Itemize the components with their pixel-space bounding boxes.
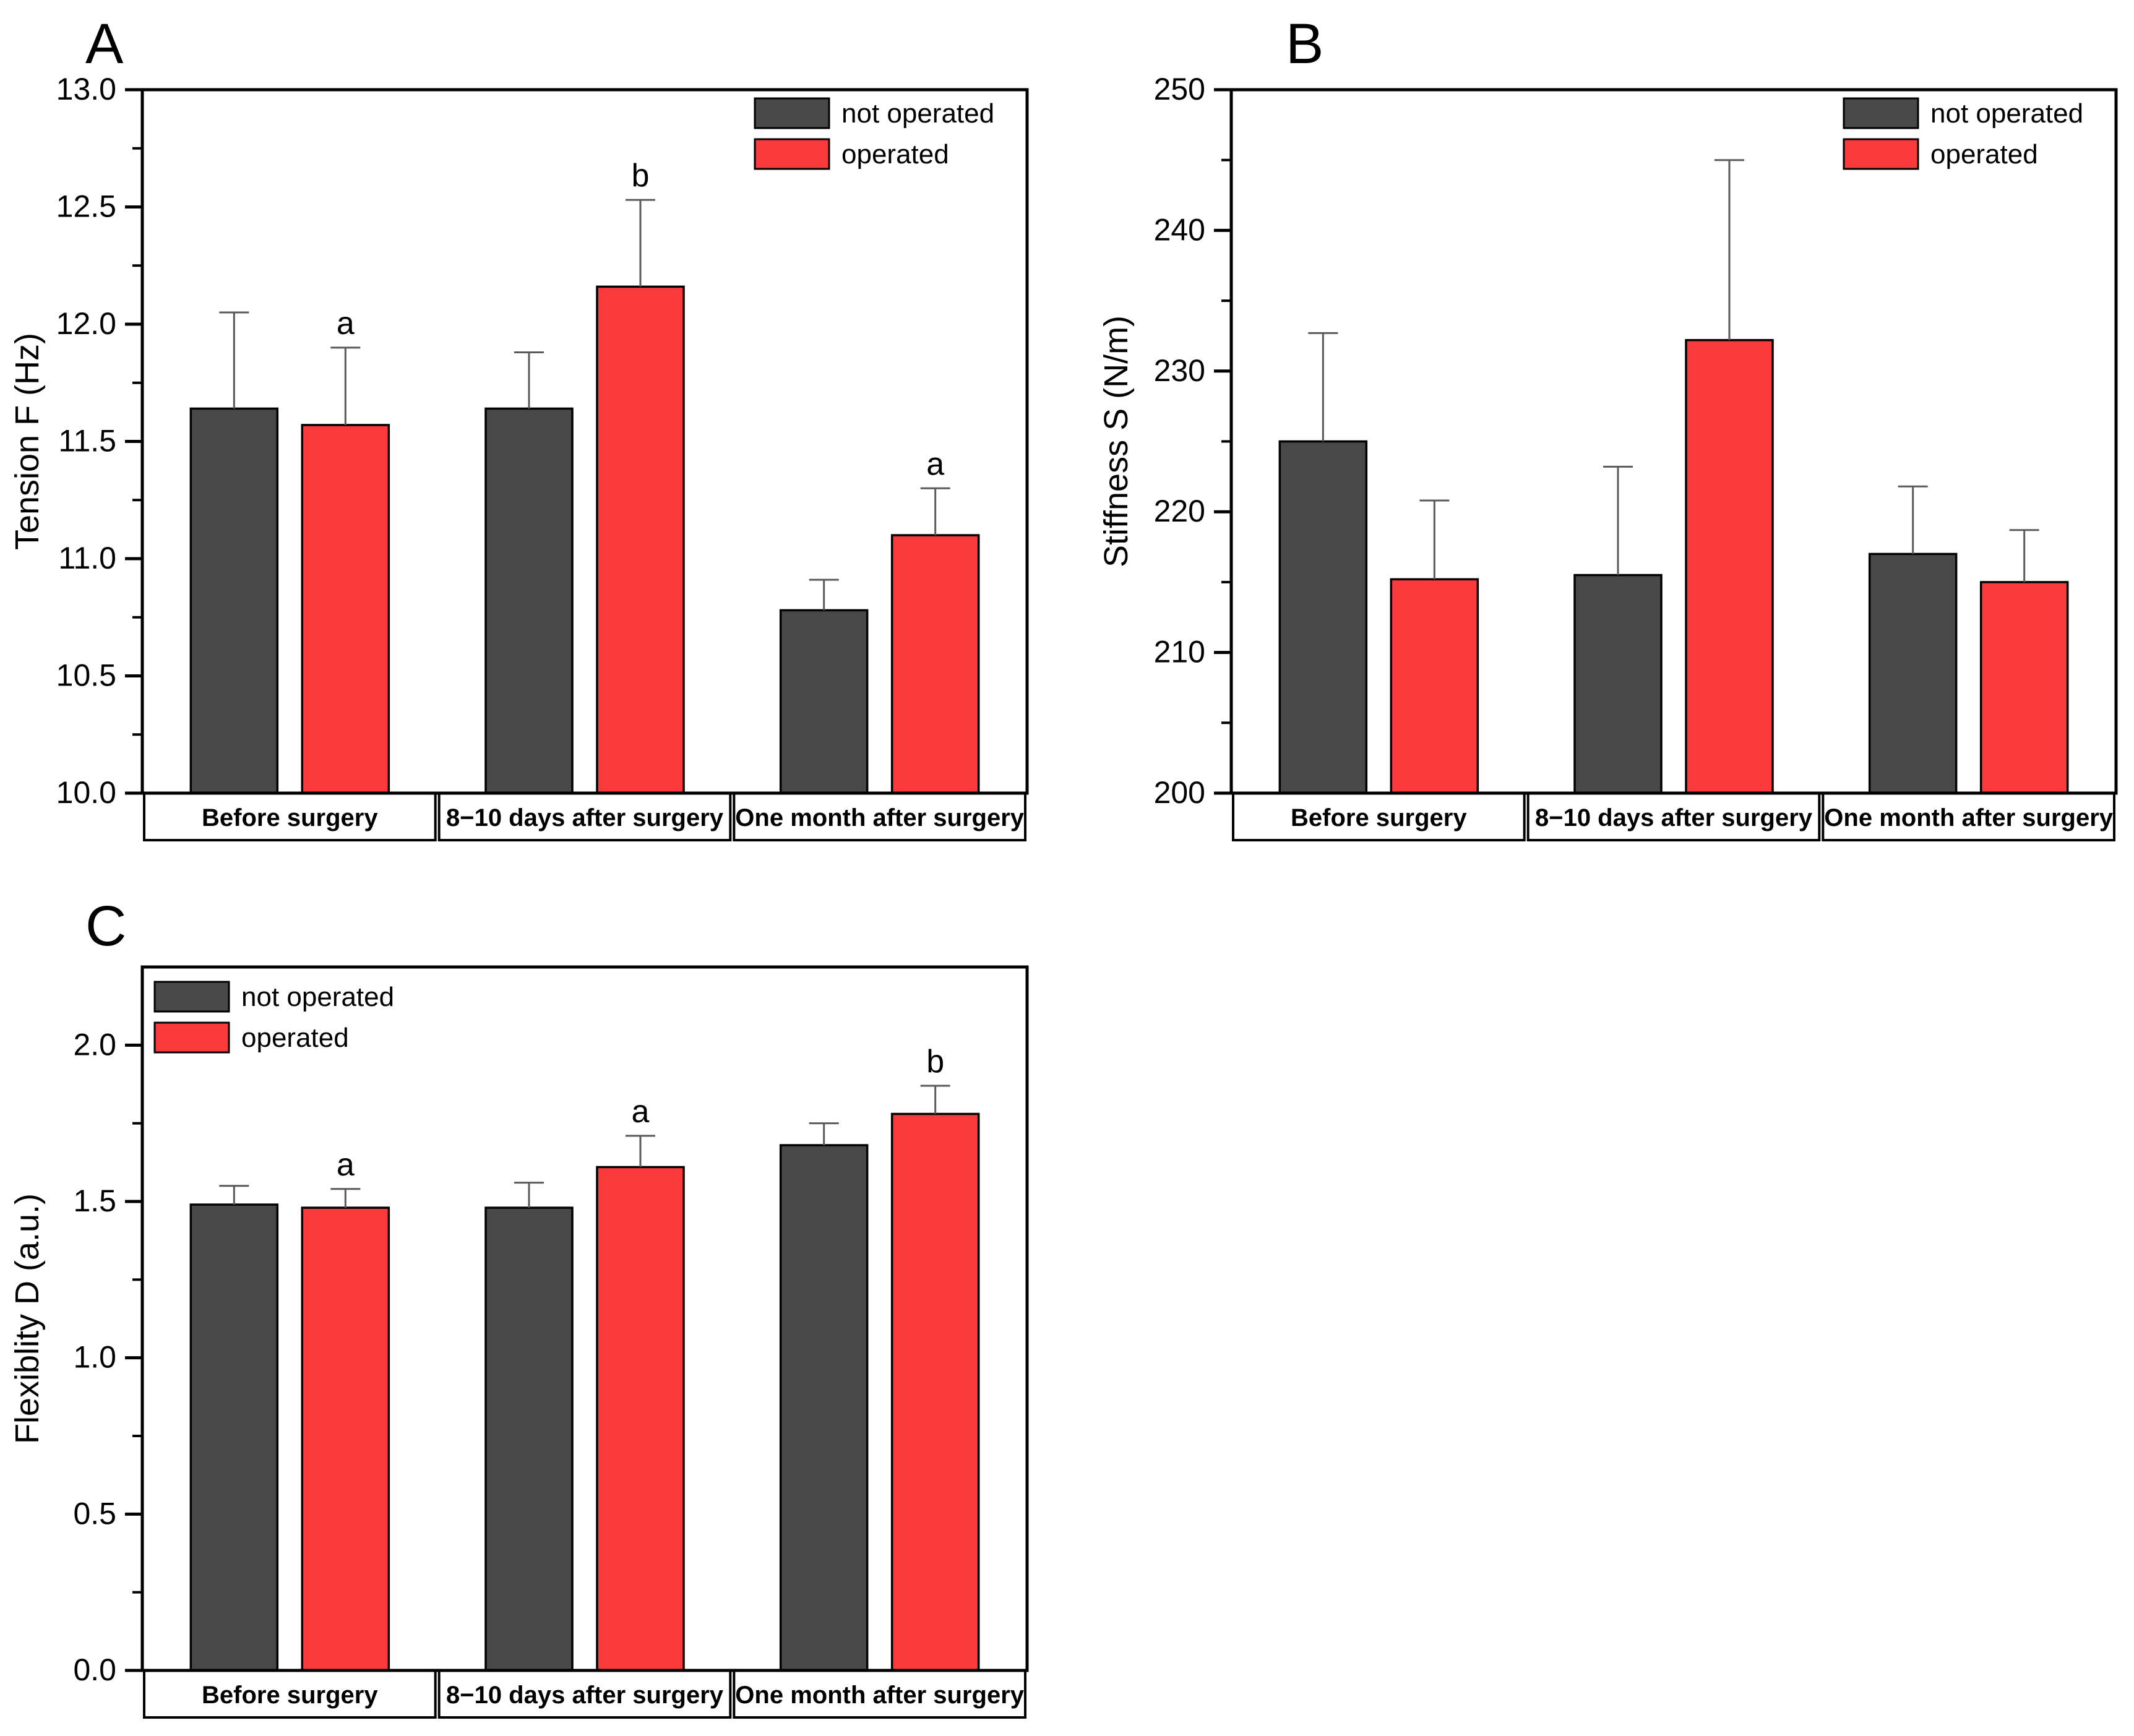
y-axis-tick-label: 0.0 <box>73 1652 116 1687</box>
y-axis-tick-label: 1.0 <box>73 1340 116 1375</box>
bar-not-operated <box>1573 574 1663 794</box>
legend-swatch-not-operated <box>1843 97 1919 129</box>
category-label: Before surgery <box>202 1682 378 1709</box>
category-label: Before surgery <box>1291 804 1467 831</box>
y-axis-tick-label: 10.5 <box>56 658 116 693</box>
bar-operated <box>890 1112 980 1672</box>
bar-operated <box>1979 581 2069 794</box>
bar-operated <box>596 1166 685 1672</box>
category-label: One month after surgery <box>735 804 1025 831</box>
y-axis-tick-label: 13.0 <box>56 72 116 106</box>
plot-frame <box>140 965 1029 1672</box>
y-axis-tick-label: 2.0 <box>73 1027 116 1062</box>
significance-letter: a <box>337 1147 355 1183</box>
category-label: 8−10 days after surgery <box>446 804 724 831</box>
bar-not-operated <box>189 407 279 794</box>
legend-label: not operated <box>241 982 394 1012</box>
y-axis-tick-label: 10.0 <box>56 775 116 810</box>
category-label: One month after surgery <box>735 1682 1025 1709</box>
significance-letter: a <box>632 1094 650 1130</box>
category-label: 8−10 days after surgery <box>1535 804 1813 831</box>
category-cell <box>437 792 732 841</box>
legend-label: operated <box>841 139 949 170</box>
category-cell <box>437 1669 732 1719</box>
panel-letter: A <box>85 12 124 75</box>
y-axis-title: Tension F (Hz) <box>9 333 46 550</box>
legend-swatch-not-operated <box>153 981 230 1013</box>
y-axis-tick-label: 12.5 <box>56 189 116 224</box>
legend-swatch-not-operated <box>754 97 830 129</box>
category-cell <box>1232 792 1526 841</box>
y-axis-tick-label: 230 <box>1154 353 1205 388</box>
category-cell <box>143 792 437 841</box>
category-label: 8−10 days after surgery <box>446 1682 724 1709</box>
bar-not-operated <box>1868 552 1958 794</box>
panel-letter: C <box>85 895 126 958</box>
chart-panel-b: B Before surgery 8−10 days after surgery On… <box>1098 12 2118 841</box>
chart-panel-c: C Before surgery 8−10 days after surgery On… <box>9 895 1029 1719</box>
y-axis-title: Stiffness S (N/m) <box>1098 316 1135 567</box>
bar-operated <box>301 424 390 794</box>
significance-letter: b <box>926 1044 944 1080</box>
bar-not-operated <box>484 1206 574 1672</box>
y-axis-tick-label: 12.0 <box>56 306 116 341</box>
y-axis-title: Flexiblity D (a.u.) <box>9 1193 46 1444</box>
bar-operated <box>596 285 685 794</box>
y-axis-tick-label: 0.5 <box>73 1496 116 1531</box>
y-axis-tick-label: 210 <box>1154 635 1205 669</box>
bar-not-operated <box>484 407 574 794</box>
legend-label: not operated <box>1930 98 2083 129</box>
bar-not-operated <box>189 1203 279 1672</box>
category-label: One month after surgery <box>1824 804 2114 831</box>
y-axis-tick-label: 1.5 <box>73 1184 116 1218</box>
significance-letter: a <box>337 306 355 342</box>
legend-label: not operated <box>841 98 994 129</box>
y-axis-tick-label: 200 <box>1154 775 1205 810</box>
bar-operated <box>1390 578 1479 794</box>
bar-not-operated <box>779 609 869 794</box>
category-cell <box>1526 792 1821 841</box>
legend-swatch-operated <box>1843 138 1919 170</box>
plot-frame <box>140 88 1029 795</box>
category-cell <box>143 1669 437 1719</box>
legend-label: operated <box>241 1023 349 1053</box>
chart-panel-a: A Before surgery 8−10 days after surgery On… <box>9 12 1029 841</box>
bar-operated <box>301 1206 390 1672</box>
y-axis-tick-label: 11.0 <box>58 541 116 575</box>
category-label: Before surgery <box>202 804 378 831</box>
plot-frame <box>1229 88 2118 795</box>
bar-not-operated <box>779 1144 869 1672</box>
bar-operated <box>890 534 980 794</box>
category-cell <box>733 1669 1027 1719</box>
legend-swatch-operated <box>153 1021 230 1054</box>
y-axis-tick-label: 220 <box>1154 494 1205 528</box>
significance-letter: b <box>632 158 650 194</box>
significance-letter: a <box>926 446 944 482</box>
panel-letter: B <box>1286 12 1323 75</box>
legend-swatch-operated <box>754 138 830 170</box>
bar-operated <box>1685 339 1774 794</box>
legend-label: operated <box>1930 139 2038 170</box>
y-axis-tick-label: 240 <box>1154 212 1205 247</box>
category-cell <box>1822 792 2116 841</box>
bar-not-operated <box>1278 440 1368 794</box>
y-axis-tick-label: 250 <box>1154 72 1205 106</box>
y-axis-tick-label: 11.5 <box>58 424 116 458</box>
